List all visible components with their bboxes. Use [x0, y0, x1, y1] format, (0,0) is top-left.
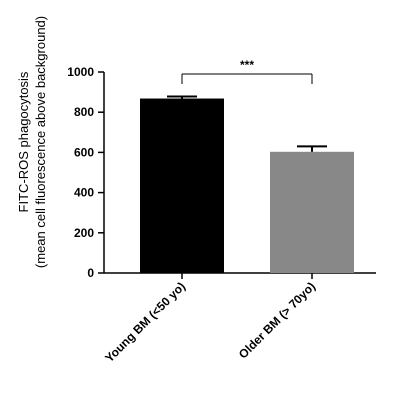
bars — [140, 98, 354, 273]
category-labels: Young BM (<50 yo) Older BM (> 70yo) — [102, 273, 318, 365]
bar-older-bm — [270, 151, 354, 273]
y-tick-label: 400 — [74, 186, 94, 200]
error-bars — [167, 95, 327, 152]
y-tick-label: 800 — [74, 105, 94, 119]
y-tick-label: 1000 — [67, 65, 94, 79]
category-label: Older BM (> 70yo) — [236, 279, 318, 361]
bar-young-bm — [140, 98, 224, 273]
y-tick-label: 600 — [74, 145, 94, 159]
significance-bracket: *** — [181, 58, 313, 84]
y-tick-label: 200 — [74, 226, 94, 240]
category-label: Young BM (<50 yo) — [102, 279, 188, 365]
y-axis-label-line2: (mean cell fluorescence above background… — [33, 16, 48, 268]
y-ticks: 0 200 400 600 800 1000 — [67, 65, 104, 280]
y-tick-label: 0 — [87, 266, 94, 280]
y-axis-label-line1: FITC-ROS phagocytosis — [16, 71, 31, 212]
significance-label: *** — [240, 58, 254, 72]
